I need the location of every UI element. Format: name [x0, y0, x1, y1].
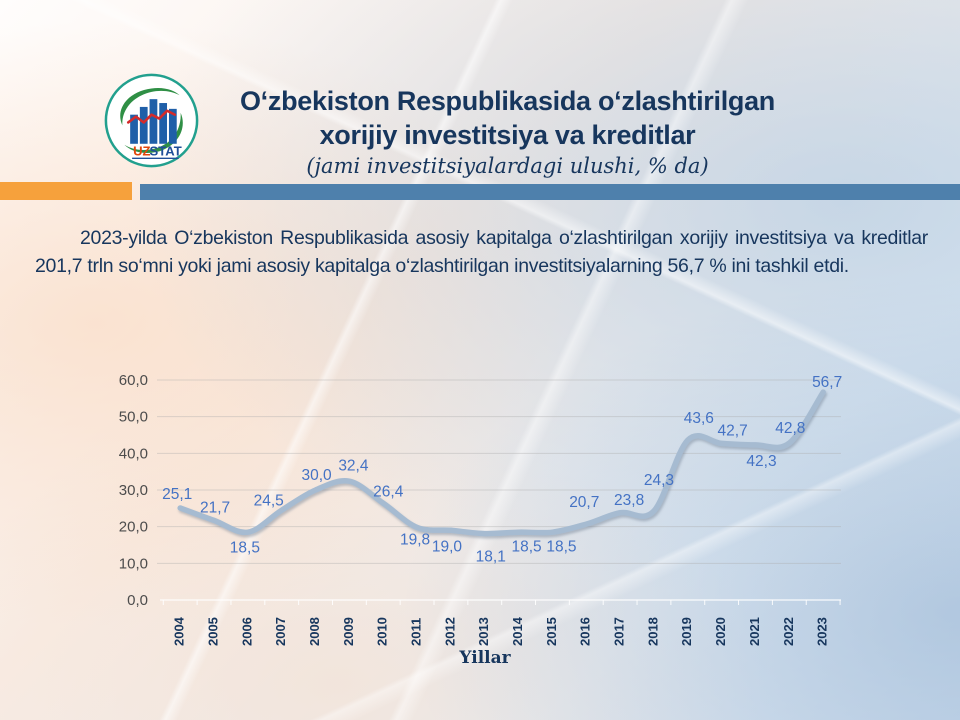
- svg-text:24,3: 24,3: [644, 472, 674, 489]
- chart-x-tick-labels: 2004 2005 2006 2007 2008 2009 2010 2011 2012 2013…: [172, 616, 830, 646]
- svg-text:42,7: 42,7: [718, 423, 748, 440]
- header-titles: O‘zbekiston Respublikasida o‘zlashtirilg…: [225, 84, 790, 179]
- chart-axes: [160, 599, 841, 605]
- svg-text:19,0: 19,0: [432, 538, 463, 555]
- slide-title-line1: O‘zbekiston Respublikasida o‘zlashtirilg…: [239, 86, 776, 116]
- svg-text:2015: 2015: [544, 617, 559, 646]
- svg-text:18,5: 18,5: [512, 538, 542, 555]
- logo-swoosh-top: [120, 87, 180, 126]
- chart-series-line: [177, 389, 826, 537]
- svg-text:2021: 2021: [747, 617, 762, 646]
- chart-y-tick-labels: 0,0 10,0 20,0 30,0 40,0 50,0 60,0: [119, 372, 148, 609]
- svg-text:42,3: 42,3: [746, 453, 776, 470]
- svg-text:18,1: 18,1: [476, 549, 506, 566]
- svg-text:26,4: 26,4: [373, 483, 404, 500]
- svg-text:30,0: 30,0: [119, 482, 148, 499]
- svg-text:23,8: 23,8: [614, 492, 644, 509]
- logo-text-stat: STAT: [150, 143, 182, 158]
- svg-text:60,0: 60,0: [119, 372, 148, 389]
- svg-text:2023: 2023: [815, 617, 830, 646]
- svg-text:2004: 2004: [172, 616, 187, 646]
- svg-text:2010: 2010: [375, 617, 390, 646]
- logo-swoosh-bottom: [124, 112, 183, 154]
- logo-text-uz: UZ: [133, 143, 150, 158]
- svg-text:56,7: 56,7: [812, 374, 842, 391]
- chart-data-labels: 25,1 21,7 18,5 24,5 30,0 32,426,4 19,8 19,0 18,1…: [162, 374, 842, 566]
- svg-text:2011: 2011: [409, 618, 424, 646]
- logo-bars: [130, 99, 177, 144]
- x-axis-title: Yillar: [459, 648, 511, 668]
- slide-subtitle: (jami investitsiyalardagi ulushi, % da): [306, 154, 709, 178]
- svg-text:32,4: 32,4: [338, 457, 369, 474]
- svg-text:24,5: 24,5: [254, 492, 284, 509]
- svg-text:0,0: 0,0: [127, 592, 148, 609]
- svg-text:2020: 2020: [713, 617, 728, 646]
- svg-text:20,0: 20,0: [119, 519, 148, 536]
- svg-text:2019: 2019: [679, 617, 694, 646]
- svg-text:19,8: 19,8: [400, 531, 430, 548]
- svg-text:2006: 2006: [239, 617, 254, 646]
- svg-text:2007: 2007: [273, 617, 288, 646]
- svg-text:20,7: 20,7: [569, 494, 599, 511]
- svg-text:2016: 2016: [578, 617, 593, 646]
- svg-text:10,0: 10,0: [119, 555, 148, 572]
- svg-text:2022: 2022: [781, 617, 796, 646]
- logo-trend-line: [126, 109, 177, 124]
- body-paragraph: 2023-yilda O‘zbekiston Respublikasida as…: [35, 227, 928, 277]
- svg-text:43,6: 43,6: [684, 410, 714, 427]
- svg-text:2018: 2018: [645, 617, 660, 646]
- svg-text:21,7: 21,7: [200, 500, 230, 517]
- svg-text:2008: 2008: [307, 617, 322, 646]
- svg-text:2014: 2014: [510, 616, 525, 646]
- svg-text:2012: 2012: [442, 617, 457, 646]
- svg-text:30,0: 30,0: [301, 467, 332, 484]
- accent-bar-orange: [0, 182, 132, 200]
- uzstat-logo: UZ STAT: [104, 73, 199, 168]
- slide-title-line2: xorijiy investitsiya va kreditlar: [319, 120, 696, 150]
- svg-text:50,0: 50,0: [119, 409, 148, 426]
- svg-text:2013: 2013: [476, 617, 491, 646]
- svg-text:18,5: 18,5: [546, 538, 576, 555]
- chart-gridlines: [157, 379, 841, 564]
- svg-text:2009: 2009: [341, 617, 356, 646]
- svg-text:2005: 2005: [205, 617, 220, 646]
- svg-text:2017: 2017: [612, 617, 627, 646]
- svg-text:25,1: 25,1: [162, 486, 192, 503]
- svg-text:42,8: 42,8: [775, 420, 805, 437]
- svg-text:18,5: 18,5: [230, 539, 260, 556]
- accent-bar-blue: [140, 184, 960, 200]
- svg-text:40,0: 40,0: [119, 445, 148, 462]
